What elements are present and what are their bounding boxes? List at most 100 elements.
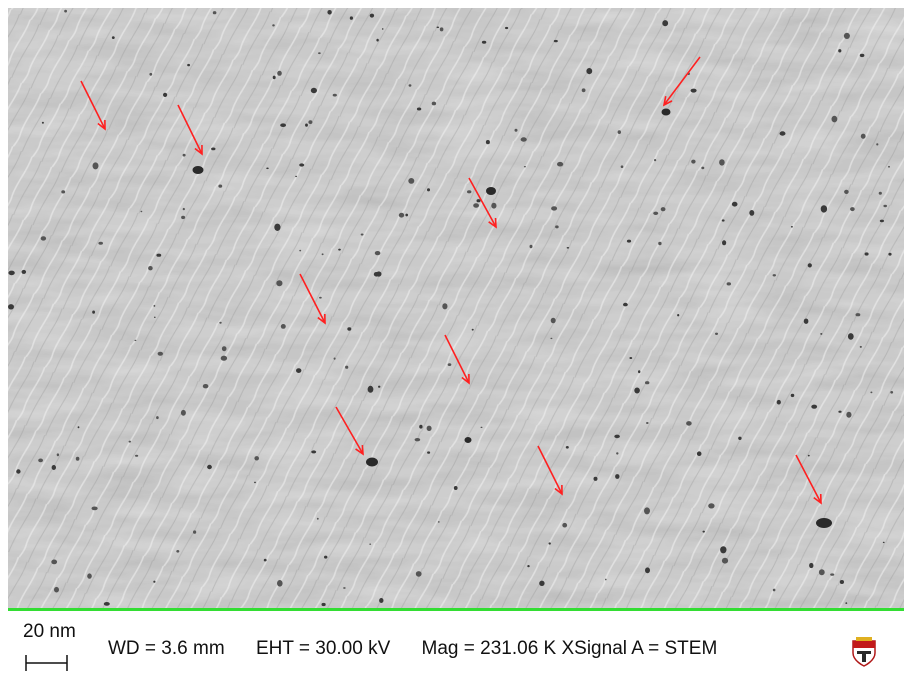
pore — [738, 436, 742, 440]
pore — [581, 88, 586, 93]
pore — [305, 123, 308, 127]
pore — [416, 107, 422, 111]
pore — [527, 565, 530, 568]
pore — [345, 365, 349, 369]
pore — [702, 530, 705, 533]
pore — [343, 587, 346, 589]
annotation-arrow — [299, 273, 326, 325]
sem-micrograph — [8, 8, 904, 608]
pore — [156, 253, 162, 257]
pore — [464, 437, 472, 443]
pore — [280, 324, 286, 329]
pore — [16, 469, 21, 474]
pore — [859, 53, 865, 58]
pore — [254, 481, 256, 484]
pore — [555, 225, 559, 229]
pore — [181, 215, 186, 220]
pore — [408, 84, 412, 87]
pore — [405, 213, 409, 217]
pore — [369, 13, 375, 18]
pore — [807, 454, 810, 457]
pore — [381, 28, 384, 30]
pore — [426, 425, 432, 431]
pore — [374, 251, 381, 256]
annotation-arrow — [795, 454, 822, 505]
pore — [890, 391, 894, 394]
pore — [366, 457, 378, 467]
pore — [453, 486, 458, 490]
pore — [272, 24, 275, 27]
pore — [207, 464, 212, 470]
pore — [367, 385, 374, 393]
annotation-arrow — [177, 104, 203, 156]
pore — [321, 602, 326, 607]
pore — [629, 357, 633, 359]
pore — [436, 26, 440, 29]
pore — [75, 456, 80, 461]
magnification-signal: Mag = 231.06 K XSignal A = STEM — [421, 638, 718, 659]
pore — [830, 573, 835, 576]
pore — [332, 93, 337, 97]
pore — [311, 450, 317, 454]
pore — [731, 201, 738, 207]
pore — [846, 411, 852, 418]
pore — [879, 219, 885, 223]
pore — [156, 416, 159, 420]
annotation-arrow — [662, 56, 701, 107]
pore — [844, 189, 849, 194]
pore — [408, 178, 415, 184]
pore — [870, 391, 873, 394]
pore — [163, 92, 168, 97]
pore — [820, 205, 828, 213]
pore — [645, 567, 650, 574]
pore — [888, 165, 890, 168]
pore — [153, 304, 156, 307]
pore — [586, 68, 593, 75]
pore — [135, 454, 139, 457]
pore — [485, 140, 490, 145]
pore — [662, 20, 669, 27]
pore — [593, 476, 598, 481]
pore — [8, 270, 15, 276]
pore — [473, 203, 479, 208]
pore — [605, 578, 607, 581]
pore — [878, 191, 882, 195]
pore — [480, 426, 483, 428]
pore — [690, 88, 697, 93]
pore — [696, 451, 702, 457]
pore — [295, 175, 297, 178]
pore — [701, 166, 705, 170]
pore — [562, 522, 568, 528]
imaging-parameters: WD = 3.6 mm EHT = 30.00 kV Mag = 231.06 … — [108, 638, 717, 660]
pore — [839, 580, 845, 584]
pore — [56, 453, 60, 457]
pore — [427, 451, 431, 454]
pore — [620, 165, 624, 168]
pore — [779, 131, 786, 136]
pore — [843, 32, 850, 39]
pore — [660, 207, 666, 212]
pore — [720, 546, 727, 554]
pore — [379, 598, 384, 603]
pore — [263, 558, 267, 562]
scale-bar-label: 20 nm — [23, 621, 76, 642]
pore — [347, 327, 352, 331]
pore — [831, 115, 838, 123]
pore — [876, 143, 879, 146]
pore — [38, 458, 43, 463]
pore — [715, 332, 718, 335]
pore — [850, 207, 855, 212]
scale-bar — [25, 655, 68, 671]
pore — [807, 263, 812, 268]
pore — [557, 161, 564, 167]
pore — [360, 233, 364, 236]
pore — [565, 446, 569, 449]
pore — [91, 506, 98, 511]
pore — [550, 317, 556, 324]
pore — [838, 410, 842, 413]
pore — [883, 204, 887, 208]
pore — [790, 393, 795, 398]
pore — [847, 333, 854, 340]
pore — [398, 212, 405, 218]
pore — [623, 302, 628, 307]
